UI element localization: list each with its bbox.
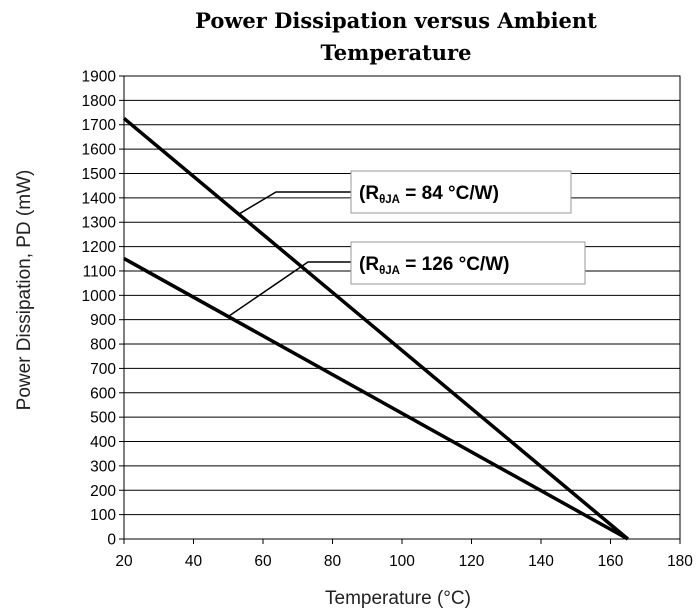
x-tick-label: 40 xyxy=(185,553,203,570)
y-tick-label: 600 xyxy=(90,385,116,402)
x-tick-label: 80 xyxy=(324,553,342,570)
series-label: (RθJA = 84 °C/W) xyxy=(359,183,499,206)
y-tick-label: 900 xyxy=(90,312,116,329)
y-tick-label: 100 xyxy=(90,507,116,524)
series-label: (RθJA = 126 °C/W) xyxy=(359,254,509,277)
y-tick-label: 1900 xyxy=(82,69,117,86)
y-tick-label: 1200 xyxy=(82,239,117,256)
x-axis-ticks: 20 40 60 80 100 120 140 160 180 xyxy=(115,539,693,570)
y-tick-label: 200 xyxy=(90,483,116,500)
series-line xyxy=(123,256,629,541)
chart-title-line-1: Power Dissipation versus Ambient xyxy=(195,8,597,33)
y-tick-label: 400 xyxy=(90,434,116,451)
y-tick-label: 500 xyxy=(90,410,116,427)
x-tick-label: 60 xyxy=(254,553,272,570)
series-line xyxy=(122,117,629,541)
data-series xyxy=(122,117,629,541)
x-axis-label: Temperature (°C) xyxy=(325,588,471,609)
y-tick-label: 1300 xyxy=(82,215,117,232)
y-tick-label: 700 xyxy=(90,361,116,378)
y-axis-ticks: 0 100 200 300 400 500 600 700 800 900 1000 1100 1200… xyxy=(82,69,124,549)
y-tick-label: 1600 xyxy=(82,142,117,159)
y-tick-label: 1100 xyxy=(83,263,117,280)
x-tick-label: 180 xyxy=(667,553,693,570)
series-callouts: (RθJA = 84 °C/W) (RθJA = 126 °C/W) xyxy=(227,170,586,318)
x-tick-label: 120 xyxy=(459,553,485,570)
y-tick-label: 1700 xyxy=(82,117,117,134)
callout-leader-line xyxy=(238,191,351,215)
y-tick-label: 1500 xyxy=(82,166,117,183)
x-tick-label: 100 xyxy=(389,553,415,570)
y-axis-label: Power Dissipation, PD (mW) xyxy=(14,170,35,411)
callout-box xyxy=(350,170,572,214)
horizontal-gridlines xyxy=(124,75,680,540)
chart-title-line-2: Temperature xyxy=(321,40,472,65)
x-tick-label: 20 xyxy=(115,553,133,570)
x-tick-label: 140 xyxy=(528,553,554,570)
callout-box xyxy=(350,241,586,285)
x-tick-label: 160 xyxy=(598,553,624,570)
y-tick-label: 800 xyxy=(90,337,116,354)
y-tick-label: 1400 xyxy=(82,190,117,207)
y-tick-label: 0 xyxy=(107,532,116,549)
y-tick-label: 1000 xyxy=(82,288,117,305)
y-tick-label: 300 xyxy=(90,458,116,475)
callout-leader-line xyxy=(227,261,351,318)
plot-area-frame xyxy=(123,75,681,540)
y-tick-label: 1800 xyxy=(82,93,117,110)
